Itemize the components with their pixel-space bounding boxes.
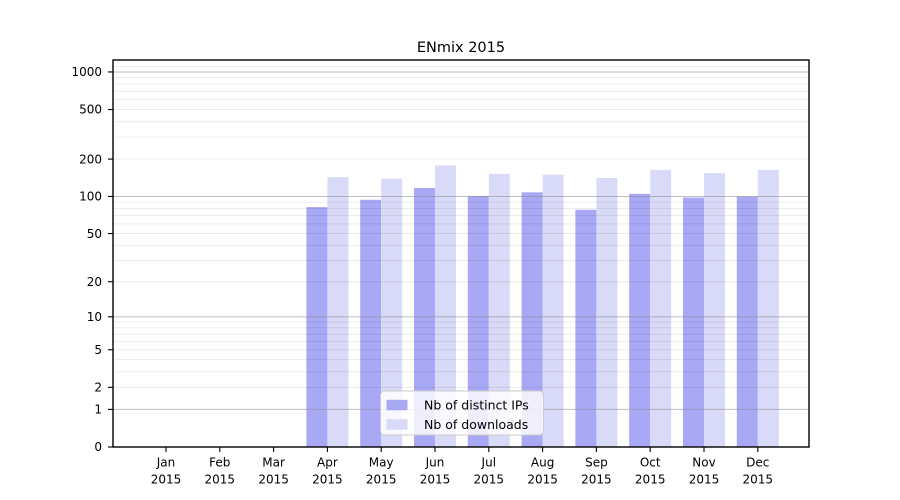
bar-distinct-ips-aug bbox=[521, 192, 543, 447]
x-tick-label: Feb 2015 bbox=[205, 456, 236, 487]
y-tick-label: 100 bbox=[79, 190, 102, 204]
bar-distinct-ips-jul bbox=[467, 195, 489, 447]
bar-distinct-ips-nov bbox=[683, 197, 704, 447]
bar-downloads-dec bbox=[757, 169, 779, 447]
legend-label-distinct-ips: Nb of distinct IPs bbox=[424, 397, 529, 412]
y-tick-label: 5 bbox=[94, 343, 102, 357]
bar-distinct-ips-oct bbox=[629, 193, 651, 447]
legend-swatch-downloads bbox=[386, 419, 408, 430]
x-tick-label: Jul 2015 bbox=[474, 456, 505, 487]
bar-distinct-ips-may bbox=[360, 199, 382, 447]
legend-box bbox=[380, 390, 544, 436]
x-tick-label: Apr 2015 bbox=[312, 456, 343, 487]
legend: Nb of distinct IPs Nb of downloads bbox=[380, 390, 544, 436]
bar-downloads-sep bbox=[596, 177, 618, 447]
grid-layer bbox=[113, 66, 809, 410]
x-tick-label: Jun 2015 bbox=[420, 456, 451, 487]
bar-distinct-ips-jun bbox=[414, 188, 435, 447]
bar-distinct-ips-dec bbox=[736, 196, 758, 447]
bar-distinct-ips-apr bbox=[306, 207, 328, 447]
y-tick-label: 1 bbox=[94, 403, 102, 417]
x-tick-label: Dec 2015 bbox=[743, 456, 774, 487]
legend-label-downloads: Nb of downloads bbox=[424, 417, 528, 432]
bar-downloads-oct bbox=[650, 169, 672, 447]
y-tick-label: 500 bbox=[79, 103, 102, 117]
x-tick-label: Nov 2015 bbox=[689, 456, 720, 487]
x-tick-label: Sep 2015 bbox=[581, 456, 612, 487]
y-tick-label: 1000 bbox=[71, 65, 102, 79]
x-tick-label: Aug 2015 bbox=[527, 456, 558, 487]
bar-distinct-ips-sep bbox=[575, 209, 597, 447]
bar-downloads-nov bbox=[704, 173, 725, 447]
y-tick-label: 20 bbox=[87, 275, 102, 289]
y-tick-label: 200 bbox=[79, 152, 102, 166]
y-tick-label: 0 bbox=[94, 440, 102, 454]
x-tick-label: Mar 2015 bbox=[258, 456, 289, 487]
bar-downloads-aug bbox=[542, 174, 564, 448]
bar-downloads-may bbox=[381, 178, 403, 447]
bar-downloads-apr bbox=[327, 177, 349, 447]
y-tick-label: 10 bbox=[87, 310, 102, 324]
x-tick-label: Jan 2015 bbox=[151, 456, 182, 487]
y-tick-label: 50 bbox=[87, 227, 102, 241]
plot-border bbox=[112, 59, 810, 448]
legend-swatch-distinct-ips bbox=[386, 399, 408, 411]
x-tick-label: May 2015 bbox=[366, 456, 397, 487]
axes-layer: 0 1 2 5 10 20 50 100 200 500 1000 Jan 2015 Feb 2015 Mar… bbox=[71, 65, 773, 486]
x-tick-label: Oct 2015 bbox=[635, 456, 666, 487]
chart-title: ENmix 2015 bbox=[417, 40, 505, 56]
bar-downloads-jun bbox=[435, 165, 456, 447]
bar-downloads-jul bbox=[488, 173, 510, 447]
bars-layer bbox=[306, 165, 779, 448]
y-tick-label: 2 bbox=[94, 381, 102, 395]
